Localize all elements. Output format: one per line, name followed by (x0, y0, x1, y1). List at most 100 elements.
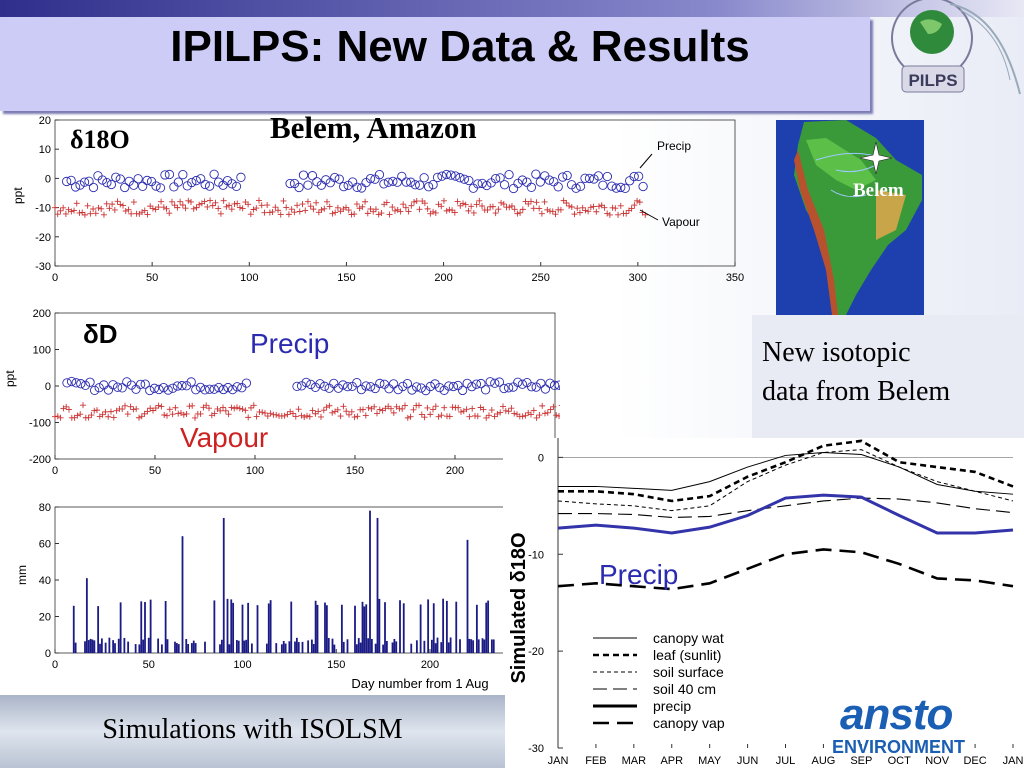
vapour-point (217, 210, 224, 217)
vapour-point (443, 207, 450, 214)
vapour-point (253, 413, 260, 420)
vapour-point (383, 199, 390, 206)
rain-bar (472, 640, 475, 653)
legend-label: leaf (sunlit) (653, 647, 721, 663)
vapour-point (149, 205, 156, 212)
rain-bar (84, 641, 86, 653)
precip-point (494, 377, 505, 387)
rain-bar (415, 640, 418, 653)
vapour-point (440, 197, 447, 204)
vapour-point (256, 197, 262, 204)
precip-point (195, 382, 206, 392)
precip-point (455, 173, 465, 183)
vapour-point (522, 412, 529, 419)
precip-point (307, 171, 318, 181)
precip-point (462, 378, 472, 389)
vapour-point (299, 201, 306, 208)
precip-point (122, 377, 132, 387)
vapour-point (353, 201, 360, 208)
vapour-point (144, 211, 151, 218)
vapour-point (138, 413, 145, 420)
vapour-point (128, 210, 135, 217)
vapour-point (500, 403, 506, 410)
precip-point (94, 383, 104, 393)
vapour-point (182, 205, 189, 212)
legend-label: soil surface (653, 664, 724, 680)
y-tick-label: 10 (39, 144, 51, 156)
rain-bar (449, 637, 452, 653)
precip-point (402, 379, 413, 389)
vapour-point (329, 210, 336, 217)
x-tick-label: 0 (52, 465, 58, 477)
vapour-point (245, 201, 252, 208)
vapour-point (539, 402, 546, 409)
rain-bar (265, 643, 268, 653)
precip-point (457, 385, 468, 396)
vapour-point (430, 208, 437, 215)
x-tick-label: 200 (446, 465, 464, 477)
vapour-point (463, 406, 470, 413)
vapour-point (438, 203, 445, 210)
rain-bar (455, 601, 458, 653)
vapour-point (295, 406, 302, 413)
precip-point (142, 175, 152, 186)
rain-bar (490, 639, 493, 653)
vapour-point (457, 202, 464, 209)
precip-point (526, 182, 537, 192)
rain-bar (365, 604, 368, 653)
vapour-point (416, 402, 422, 409)
y-tick-label: -30 (528, 743, 544, 755)
vapour-point (183, 410, 190, 417)
precip-point (393, 384, 403, 395)
precip-point (448, 381, 459, 392)
vapour-point (530, 407, 537, 414)
vapour-point (378, 210, 385, 217)
vapour-point (502, 407, 509, 414)
vapour-point (236, 204, 243, 211)
vapour-point (432, 403, 439, 410)
rain-bar (119, 602, 122, 653)
precip-point (365, 174, 376, 184)
precip-point (499, 180, 510, 190)
vapour-point (364, 210, 371, 217)
rain-bar (376, 517, 379, 653)
precip-point (155, 183, 166, 193)
vapour-point (120, 202, 126, 209)
bottom-band (0, 695, 505, 768)
vapour-point (201, 198, 208, 205)
y-tick-label: 20 (39, 612, 51, 624)
vapour-point (77, 411, 84, 418)
vapour-point (125, 206, 132, 213)
precip-point (423, 182, 434, 192)
location-title: Belem, Amazon (270, 110, 477, 145)
precip-point (480, 385, 491, 395)
x-tick-label: 150 (337, 272, 355, 284)
precip-point (191, 385, 201, 395)
arrow-precip (639, 153, 653, 169)
vapour-point (405, 208, 412, 215)
rain-bar (232, 602, 235, 653)
precip-point (453, 380, 463, 391)
precip-point (131, 384, 141, 394)
rain-bar (149, 599, 152, 653)
series-leaf-sunlit- (558, 439, 1014, 503)
rain-bar (269, 600, 272, 653)
vapour-point (174, 204, 181, 211)
precip-point (553, 182, 563, 192)
rain-bar (427, 599, 430, 653)
vapour-point (557, 206, 564, 213)
vapour-point (236, 405, 243, 412)
rain-bar (327, 637, 330, 653)
panel-label-d18o: δ18O (70, 125, 130, 154)
vapour-point (435, 413, 442, 420)
vapour-point (144, 408, 151, 415)
precip-point (79, 177, 90, 187)
vapour-point (277, 211, 284, 218)
rain-bar (391, 642, 394, 653)
vapour-point (57, 414, 64, 421)
y-tick-label: 40 (39, 575, 51, 587)
vapour-point (400, 201, 407, 208)
vapour-point (155, 402, 162, 409)
precip-point (365, 382, 376, 392)
vapour-point (239, 406, 246, 413)
